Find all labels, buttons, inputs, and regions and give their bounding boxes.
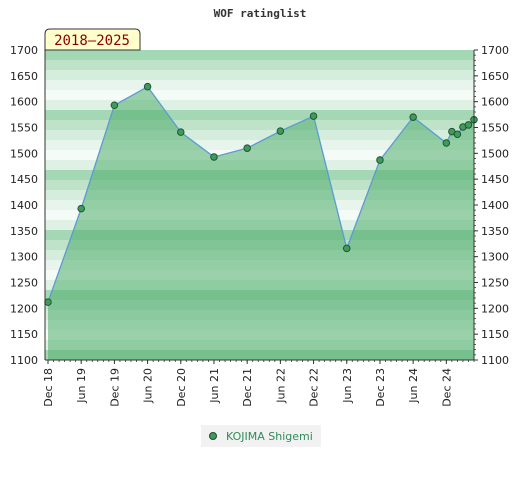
x-tick-label: Jun 22: [274, 368, 287, 404]
y-tick-label-left: 1250: [10, 277, 38, 290]
y-tick-label-left: 1150: [10, 328, 38, 341]
data-point: [442, 139, 451, 147]
background-band: [45, 70, 474, 80]
y-tick-label-right: 1500: [481, 147, 509, 160]
y-tick-label-left: 1400: [10, 199, 38, 212]
background-band: [45, 80, 474, 90]
x-tick-label: Dec 24: [440, 368, 453, 407]
y-tick-label-right: 1450: [481, 173, 509, 186]
data-point: [453, 130, 462, 138]
y-tick-label-left: 1350: [10, 225, 38, 238]
x-tick-label: Dec 19: [108, 368, 121, 407]
background-band: [45, 90, 474, 100]
y-tick-label-right: 1550: [481, 122, 509, 135]
rating-area: [48, 86, 474, 360]
x-tick-label: Dec 21: [241, 368, 254, 407]
data-point: [409, 113, 417, 121]
y-tick-label-right: 1600: [481, 96, 509, 109]
date-range-badge: 2018–2025: [44, 28, 141, 51]
badge-label: 2018–2025: [54, 33, 130, 49]
rating-markers: [44, 82, 478, 306]
x-tick-label: Dec 23: [374, 368, 387, 407]
y-tick-label-right: 1400: [481, 199, 509, 212]
data-point: [464, 121, 473, 129]
y-tick-label-left: 1600: [10, 96, 38, 109]
y-tick-label-left: 1650: [10, 70, 38, 83]
legend-marker-icon: [209, 432, 217, 440]
x-tick-label: Dec 20: [175, 368, 188, 407]
data-point: [44, 298, 52, 306]
x-ticks: Dec 18 Jun 19 Dec 19 Jun 20 Dec 20 Jun 21 Dec …: [42, 360, 475, 407]
y-tick-label-left: 1500: [10, 147, 38, 160]
y-tick-label-right: 1350: [481, 225, 509, 238]
x-tick-label: Jun 19: [75, 368, 88, 404]
y-tick-label-right: 1650: [481, 70, 509, 83]
y-tick-label-right: 1250: [481, 277, 509, 290]
background-band: [45, 50, 474, 60]
legend: KOJIMA Shigemi: [201, 425, 321, 447]
background-band: [45, 60, 474, 70]
data-point: [376, 156, 384, 164]
x-tick-label: Jun 21: [208, 368, 221, 404]
y-tick-label-left: 1700: [10, 44, 38, 57]
data-point: [210, 153, 218, 161]
data-point: [77, 204, 85, 213]
data-point: [276, 127, 285, 135]
y-tick-label-left: 1450: [10, 173, 38, 186]
y-tick-label-left: 1100: [10, 354, 38, 367]
background-band: [45, 130, 474, 140]
y-tick-label-right: 1200: [481, 302, 509, 315]
x-tick-label: Jun 23: [341, 368, 354, 404]
data-point: [343, 244, 351, 253]
y-tick-label-right: 1150: [481, 328, 509, 341]
x-tick-label: Jun 20: [142, 368, 155, 404]
y-tick-label-left: 1550: [10, 122, 38, 135]
data-point: [243, 144, 251, 152]
data-point: [143, 82, 152, 91]
y-ticks: 1100 1100 1150 1150 1200 1200 1250 1250 1300 1300…: [10, 44, 509, 367]
y-tick-label-left: 1200: [10, 302, 38, 315]
y-tick-label-right: 1700: [481, 44, 509, 57]
background-band: [45, 120, 474, 130]
data-point: [309, 112, 318, 120]
x-tick-label: Dec 18: [42, 368, 55, 407]
chart-title: WOF ratinglist: [214, 7, 307, 20]
data-point: [177, 128, 185, 136]
y-tick-label-right: 1100: [481, 354, 509, 367]
legend-label: KOJIMA Shigemi: [226, 430, 313, 443]
y-tick-label-right: 1300: [481, 251, 509, 264]
y-tick-label-left: 1300: [10, 251, 38, 264]
background-band: [45, 100, 474, 110]
background-band: [45, 110, 474, 120]
x-tick-label: Jun 24: [407, 368, 420, 404]
x-tick-label: Dec 22: [308, 368, 321, 407]
data-point: [110, 101, 119, 110]
